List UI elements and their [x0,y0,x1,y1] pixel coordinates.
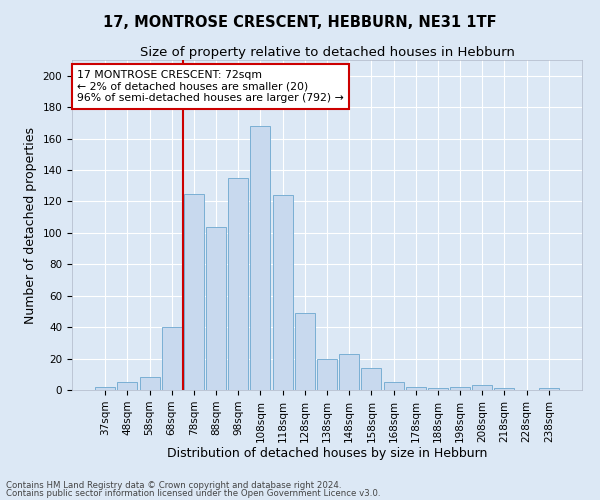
Bar [206,226,226,390]
Title: Size of property relative to detached houses in Hebburn: Size of property relative to detached ho… [140,46,514,59]
Bar [472,386,492,390]
Text: 17, MONTROSE CRESCENT, HEBBURN, NE31 1TF: 17, MONTROSE CRESCENT, HEBBURN, NE31 1TF [103,15,497,30]
Bar [95,387,115,390]
Y-axis label: Number of detached properties: Number of detached properties [24,126,37,324]
Text: Contains public sector information licensed under the Open Government Licence v3: Contains public sector information licen… [6,489,380,498]
Bar [494,388,514,390]
Bar [184,194,204,390]
Text: Contains HM Land Registry data © Crown copyright and database right 2024.: Contains HM Land Registry data © Crown c… [6,480,341,490]
Bar [228,178,248,390]
Bar [272,195,293,390]
Bar [162,327,182,390]
Bar [339,354,359,390]
Bar [118,382,137,390]
X-axis label: Distribution of detached houses by size in Hebburn: Distribution of detached houses by size … [167,448,487,460]
Bar [383,382,404,390]
Bar [539,388,559,390]
Bar [295,313,315,390]
Bar [450,387,470,390]
Bar [317,358,337,390]
Bar [140,378,160,390]
Bar [250,126,271,390]
Bar [428,388,448,390]
Bar [406,387,426,390]
Bar [361,368,382,390]
Text: 17 MONTROSE CRESCENT: 72sqm
← 2% of detached houses are smaller (20)
96% of semi: 17 MONTROSE CRESCENT: 72sqm ← 2% of deta… [77,70,344,103]
